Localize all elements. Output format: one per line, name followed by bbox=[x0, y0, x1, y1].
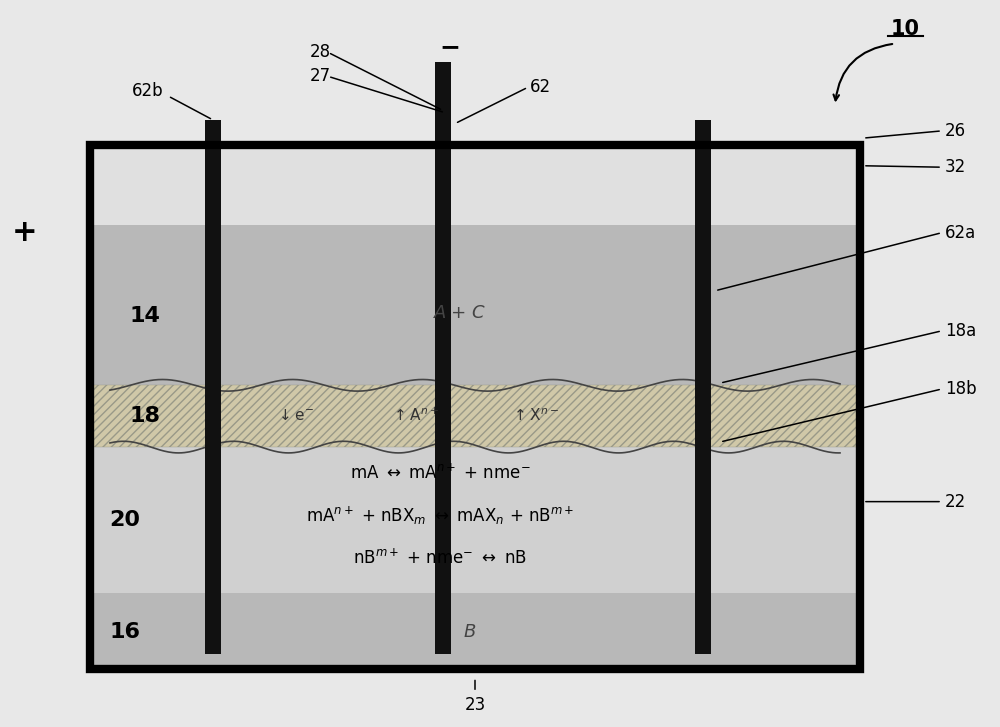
Text: B: B bbox=[464, 624, 476, 641]
Text: 20: 20 bbox=[110, 510, 140, 530]
Text: 26: 26 bbox=[945, 122, 966, 140]
Bar bbox=[90, 447, 860, 593]
Text: 28: 28 bbox=[310, 44, 331, 61]
Bar bbox=[90, 385, 860, 447]
Text: +: + bbox=[12, 218, 38, 247]
Text: nB$^{m+}$ + nme$^{-}$ $\leftrightarrow$ nB: nB$^{m+}$ + nme$^{-}$ $\leftrightarrow$ … bbox=[353, 549, 527, 568]
Text: 62b: 62b bbox=[132, 82, 164, 100]
Text: $\uparrow$A$^{n+}$: $\uparrow$A$^{n+}$ bbox=[391, 407, 439, 425]
Bar bbox=[205, 120, 221, 149]
Text: 27: 27 bbox=[310, 68, 331, 85]
Text: −: − bbox=[440, 35, 460, 60]
Text: mA$^{n+}$ + nBX$_m$ $\leftrightarrow$ mAX$_n$ + nB$^{m+}$: mA$^{n+}$ + nBX$_m$ $\leftrightarrow$ mA… bbox=[306, 505, 574, 527]
Text: 23: 23 bbox=[464, 696, 486, 714]
Text: 14: 14 bbox=[130, 306, 160, 326]
Text: A + C: A + C bbox=[434, 304, 486, 321]
Text: 62: 62 bbox=[530, 79, 551, 96]
Bar bbox=[90, 145, 860, 669]
Text: mA $\leftrightarrow$ mA$^{n+}$ + nme$^{-}$: mA $\leftrightarrow$ mA$^{n+}$ + nme$^{-… bbox=[350, 463, 530, 482]
Bar bbox=[90, 225, 860, 385]
Text: 16: 16 bbox=[110, 622, 140, 643]
Text: 10: 10 bbox=[891, 19, 920, 39]
Bar bbox=[90, 145, 860, 669]
Bar bbox=[90, 385, 860, 447]
Text: 18a: 18a bbox=[945, 322, 976, 340]
Bar bbox=[435, 145, 451, 654]
Bar bbox=[695, 120, 711, 149]
Text: $\uparrow$X$^{n-}$: $\uparrow$X$^{n-}$ bbox=[511, 408, 559, 424]
Bar bbox=[435, 62, 451, 149]
Text: 18b: 18b bbox=[945, 380, 977, 398]
Bar bbox=[695, 145, 711, 654]
Bar bbox=[205, 145, 221, 654]
Bar bbox=[90, 145, 860, 225]
Text: 22: 22 bbox=[945, 493, 966, 510]
Text: $\downarrow$e$^{-}$: $\downarrow$e$^{-}$ bbox=[276, 409, 314, 423]
Text: 32: 32 bbox=[945, 158, 966, 176]
Bar bbox=[90, 593, 860, 669]
Text: 18: 18 bbox=[130, 406, 160, 426]
Text: 62a: 62a bbox=[945, 224, 976, 241]
